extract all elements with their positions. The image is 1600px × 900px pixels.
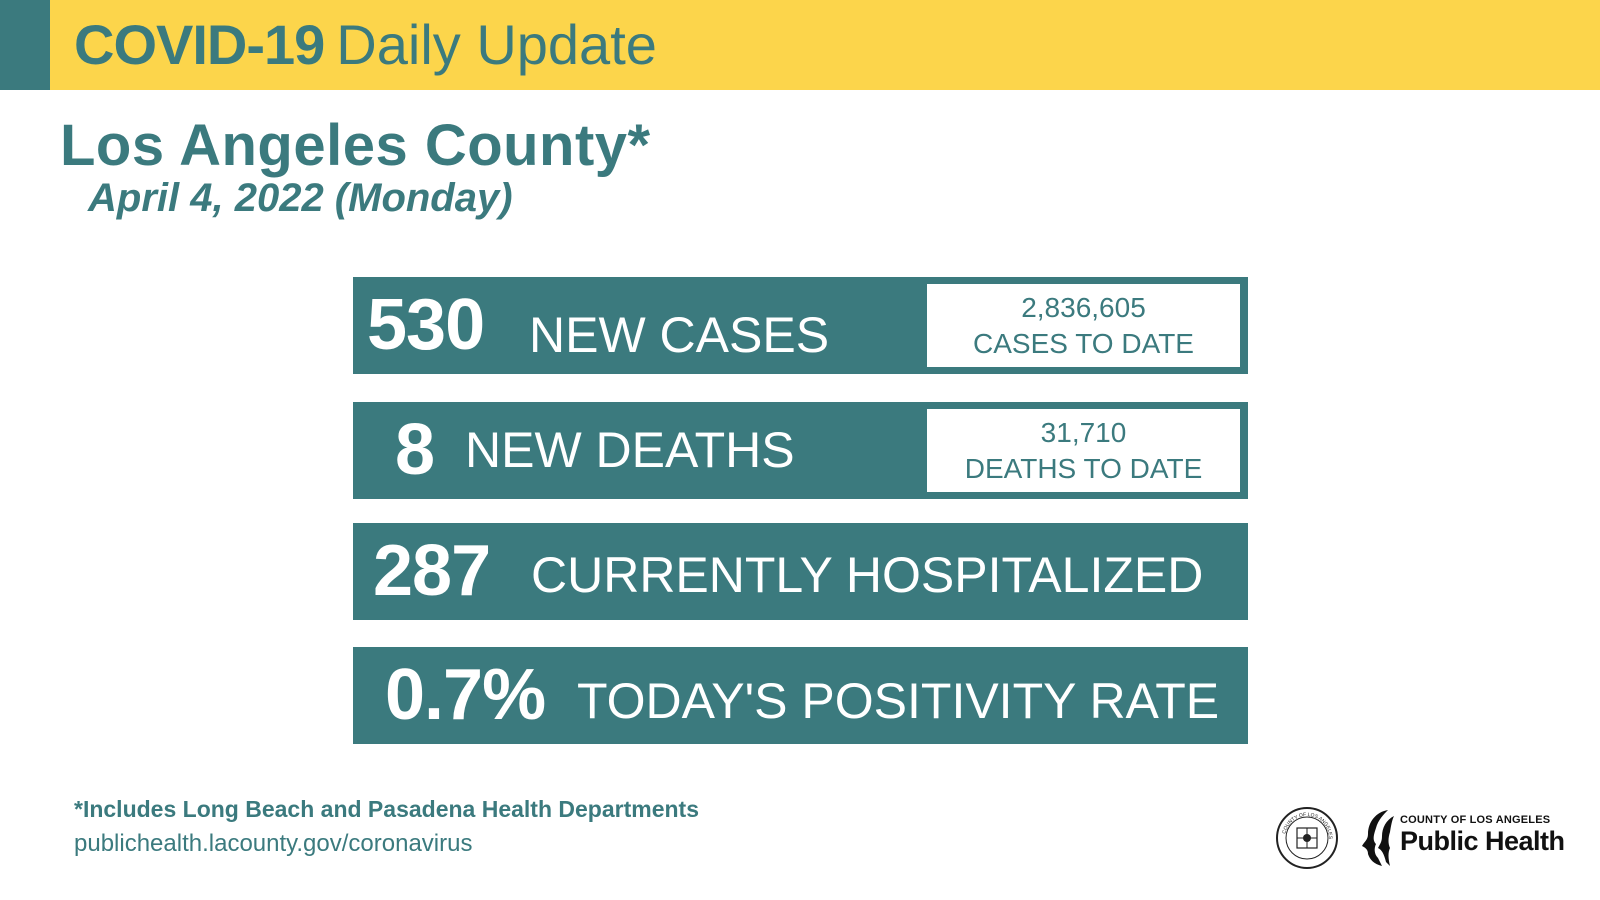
stat-new-cases: 530 NEW CASES 2,836,605 CASES TO DATE (353, 277, 1248, 374)
banner-accent-bar (0, 0, 50, 90)
cases-to-date-value: 2,836,605 (1021, 291, 1146, 323)
logo-big-text: Public Health (1400, 826, 1565, 856)
title-light: Daily Update (336, 13, 657, 76)
stat-positivity-rate: 0.7% TODAY'S POSITIVITY RATE (353, 647, 1248, 744)
stat-new-deaths: 8 NEW DEATHS 31,710 DEATHS TO DATE (353, 402, 1248, 499)
report-date: April 4, 2022 (Monday) (88, 176, 513, 220)
county-heading: Los Angeles County* (60, 113, 651, 178)
cases-to-date-label: CASES TO DATE (973, 327, 1194, 359)
new-cases-number: 530 (367, 285, 485, 365)
new-deaths-label: NEW DEATHS (465, 422, 795, 478)
page-title: COVID-19 Daily Update (74, 12, 657, 78)
cases-to-date-box: 2,836,605 CASES TO DATE (927, 284, 1240, 367)
website-link[interactable]: publichealth.lacounty.gov/coronavirus (74, 830, 473, 857)
title-bold: COVID-19 (74, 13, 325, 76)
county-seal-icon: COUNTY OF LOS ANGELES · CALIFORNIA (1275, 806, 1338, 869)
stat-hospitalized: 287 CURRENTLY HOSPITALIZED (353, 523, 1248, 620)
profile-silhouette-icon (1362, 810, 1394, 866)
public-health-logo: COUNTY OF LOS ANGELES Public Health (1358, 806, 1565, 870)
logo-small-text: COUNTY OF LOS ANGELES (1400, 814, 1551, 826)
deaths-to-date-box: 31,710 DEATHS TO DATE (927, 409, 1240, 492)
header-banner: COVID-19 Daily Update (0, 0, 1600, 90)
hospitalized-label: CURRENTLY HOSPITALIZED (531, 547, 1204, 603)
positivity-rate-label: TODAY'S POSITIVITY RATE (577, 673, 1220, 729)
new-cases-label: NEW CASES (529, 307, 830, 363)
deaths-to-date-label: DEATHS TO DATE (964, 452, 1203, 484)
footnote: *Includes Long Beach and Pasadena Health… (74, 796, 699, 822)
new-deaths-number: 8 (395, 410, 435, 490)
deaths-to-date-value: 31,710 (1040, 416, 1127, 448)
hospitalized-number: 287 (373, 531, 491, 611)
positivity-rate-number: 0.7% (385, 655, 546, 735)
